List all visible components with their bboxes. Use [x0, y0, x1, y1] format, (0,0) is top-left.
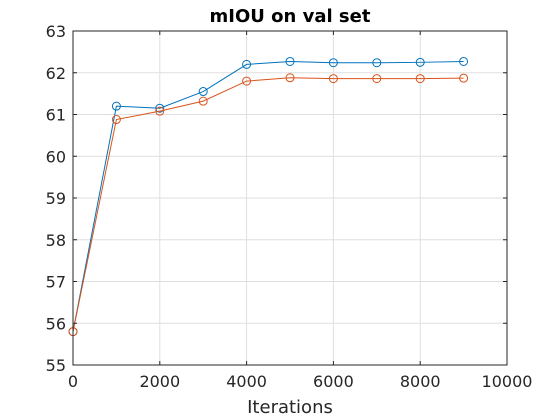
series-layer — [68, 56, 469, 337]
series-line — [72, 60, 464, 332]
y-tick-label: 59 — [46, 189, 66, 208]
x-tick-label: 2000 — [139, 372, 180, 391]
data-point — [415, 57, 425, 67]
y-tick-label: 61 — [46, 106, 66, 125]
grid — [73, 31, 507, 365]
y-tick-label: 57 — [46, 273, 66, 292]
ticks: 0 2000 4000 6000 8000 10000 55 56 57 58 59 60 61 62 63 — [46, 22, 533, 391]
data-point — [415, 74, 425, 84]
y-tick-label: 60 — [46, 147, 66, 166]
data-point — [285, 56, 295, 66]
y-tick-label: 63 — [46, 22, 66, 41]
y-tick-label: 56 — [46, 314, 66, 333]
y-tick-label: 58 — [46, 231, 66, 250]
y-tick-label: 55 — [46, 356, 66, 375]
series-line — [72, 77, 464, 332]
x-tick-label: 4000 — [226, 372, 267, 391]
data-point — [242, 76, 252, 86]
series-1 — [68, 56, 469, 337]
x-axis-title: Iterations — [247, 397, 333, 418]
data-point — [372, 74, 382, 84]
data-point — [155, 103, 165, 113]
y-tick-label: 62 — [46, 64, 66, 83]
data-point — [111, 101, 121, 111]
data-point — [372, 58, 382, 68]
data-point — [328, 58, 338, 68]
x-tick-label: 10000 — [482, 372, 533, 391]
data-point — [328, 74, 338, 84]
x-tick-label: 6000 — [313, 372, 354, 391]
data-point — [459, 56, 469, 66]
x-tick-label: 8000 — [400, 372, 441, 391]
data-point — [198, 87, 208, 97]
data-point — [155, 106, 165, 116]
data-point — [459, 73, 469, 83]
x-tick-label: 0 — [68, 372, 78, 391]
data-point — [242, 59, 252, 69]
data-point — [111, 115, 121, 125]
data-point — [198, 96, 208, 106]
chart-title: mIOU on val set — [210, 6, 371, 27]
data-point — [285, 73, 295, 83]
